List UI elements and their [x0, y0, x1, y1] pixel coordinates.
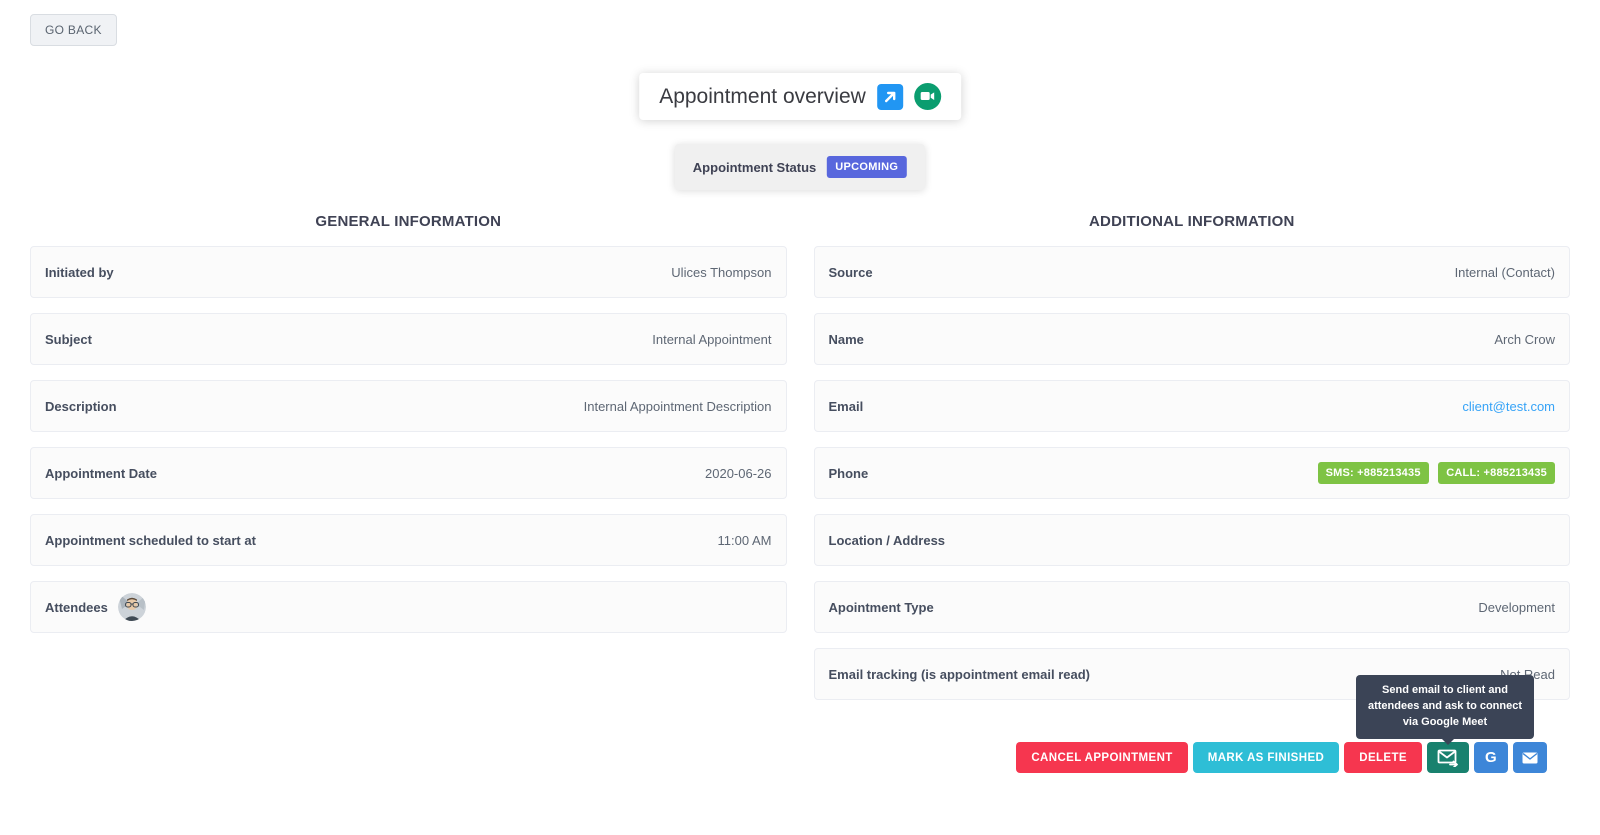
attendee-avatar[interactable]: [117, 593, 146, 621]
row-value: Development: [1478, 599, 1555, 615]
google-meet-icon[interactable]: [913, 83, 941, 110]
row-attendees: Attendees: [30, 581, 787, 633]
page-title: Appointment overview: [659, 84, 866, 108]
additional-information-title: ADDITIONAL INFORMATION: [1089, 213, 1295, 230]
info-columns: GENERAL INFORMATION Initiated by Ulices …: [30, 213, 1570, 715]
row-value: 11:00 AM: [717, 532, 772, 548]
row-value: Ulices Thompson: [671, 264, 772, 280]
go-back-button[interactable]: GO BACK: [30, 14, 117, 46]
row-description: Description Internal Appointment Descrip…: [30, 380, 787, 432]
general-information-column: GENERAL INFORMATION Initiated by Ulices …: [30, 213, 787, 715]
tooltip-text: Send email to client and attendees and a…: [1367, 684, 1523, 728]
row-label: Initiated by: [45, 264, 114, 280]
row-label: Email tracking (is appointment email rea…: [828, 666, 1091, 682]
row-subject: Subject Internal Appointment: [30, 313, 787, 365]
delete-button[interactable]: DELETE: [1344, 742, 1422, 773]
row-label: Source: [828, 264, 873, 280]
general-information-title: GENERAL INFORMATION: [315, 213, 502, 230]
row-label: Subject: [45, 331, 92, 347]
row-phone: Phone SMS: +885213435 CALL: +885213435: [813, 447, 1570, 499]
send-email-button[interactable]: [1513, 742, 1547, 773]
google-button[interactable]: G: [1474, 742, 1508, 773]
envelope-forward-icon: [1437, 749, 1458, 767]
row-label: Apointment Type: [828, 599, 934, 615]
sms-button[interactable]: SMS: +885213435: [1317, 462, 1429, 484]
phone-badges: SMS: +885213435 CALL: +885213435: [1312, 462, 1555, 484]
row-label: Description: [45, 398, 117, 414]
row-appointment-type: Apointment Type Development: [813, 581, 1570, 633]
google-meet-tooltip: Send email to client and attendees and a…: [1356, 675, 1534, 745]
appointment-status-card: Appointment Status UPCOMING: [674, 144, 926, 190]
row-label: Appointment Date: [45, 465, 157, 481]
status-badge: UPCOMING: [826, 156, 908, 178]
row-value: Internal Appointment Description: [583, 398, 772, 414]
envelope-icon: [1522, 752, 1538, 763]
row-label: Name: [828, 331, 864, 347]
row-appointment-date: Appointment Date 2020-06-26: [30, 447, 787, 499]
row-label: Email: [828, 398, 864, 414]
action-buttons-bar: CANCEL APPOINTMENT MARK AS FINISHED DELE…: [1016, 742, 1547, 773]
row-label: Attendees: [45, 599, 108, 615]
row-name: Name Arch Crow: [813, 313, 1570, 365]
page-title-card: Appointment overview: [639, 73, 961, 120]
row-label: Location / Address: [828, 532, 946, 548]
row-email: Email client@test.com: [813, 380, 1570, 432]
row-location: Location / Address: [813, 514, 1570, 566]
row-value: Internal (Contact): [1454, 264, 1555, 280]
arrow-up-right-glyph: [884, 91, 896, 102]
google-g-icon: G: [1484, 749, 1498, 766]
row-value: Internal Appointment: [652, 331, 772, 347]
appointment-status-label: Appointment Status: [692, 159, 817, 175]
row-initiated-by: Initiated by Ulices Thompson: [30, 246, 787, 298]
row-label: Phone: [828, 465, 869, 481]
send-meet-email-button[interactable]: [1427, 742, 1469, 773]
cancel-appointment-button[interactable]: CANCEL APPOINTMENT: [1016, 742, 1188, 773]
row-source: Source Internal (Contact): [813, 246, 1570, 298]
person-avatar-glyph: [117, 593, 146, 621]
row-start-time: Appointment scheduled to start at 11:00 …: [30, 514, 787, 566]
call-button[interactable]: CALL: +885213435: [1438, 462, 1555, 484]
row-label: Appointment scheduled to start at: [45, 532, 256, 548]
open-link-icon[interactable]: [876, 83, 903, 110]
email-link[interactable]: client@test.com: [1462, 398, 1555, 414]
row-value: 2020-06-26: [705, 465, 772, 481]
mark-as-finished-button[interactable]: MARK AS FINISHED: [1192, 742, 1340, 773]
tooltip-arrow: [1442, 738, 1454, 745]
video-camera-glyph: [920, 92, 934, 100]
additional-information-column: ADDITIONAL INFORMATION Source Internal (…: [813, 213, 1570, 715]
row-value: Arch Crow: [1494, 331, 1555, 347]
